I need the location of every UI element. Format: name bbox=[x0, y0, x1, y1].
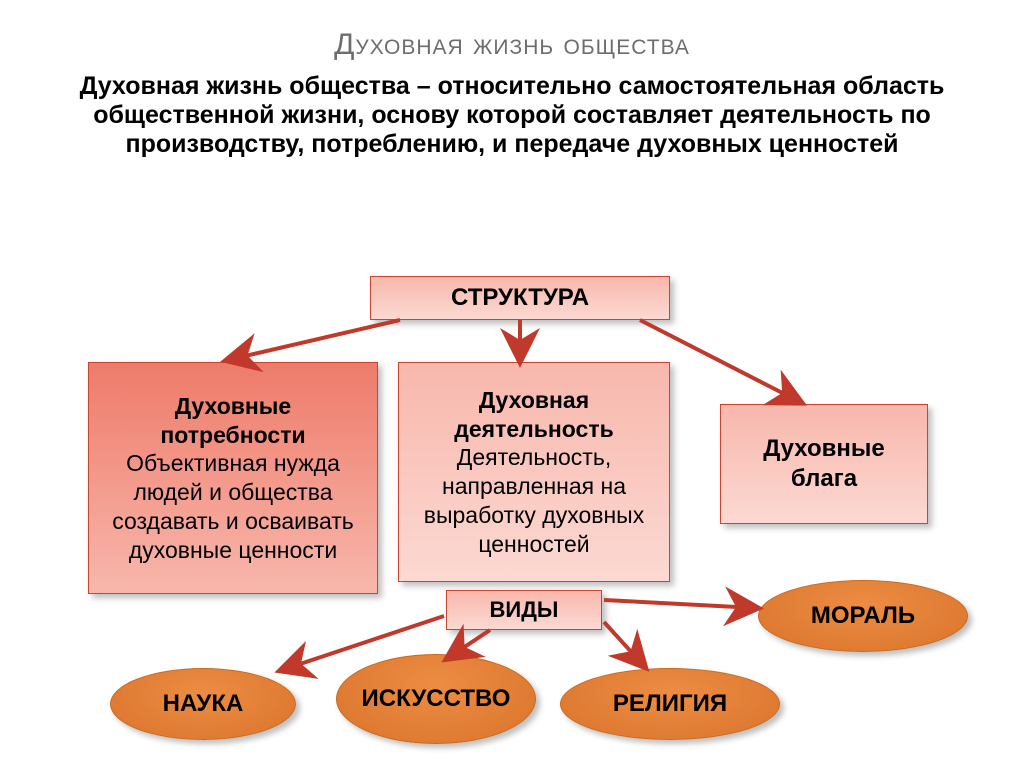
goods-box: Духовные блага bbox=[720, 404, 928, 524]
science-label: НАУКА bbox=[163, 691, 244, 717]
needs-desc: Объективная нужда людей и общества созда… bbox=[99, 449, 367, 564]
art-ellipse: ИСКУССТВО bbox=[336, 654, 536, 744]
art-label: ИСКУССТВО bbox=[362, 686, 511, 712]
title-text: Духовная жизнь общества bbox=[334, 28, 690, 61]
definition-block: Духовная жизнь общества – относительно с… bbox=[0, 62, 1024, 167]
activity-box: Духовная деятельность Деятельность, напр… bbox=[398, 362, 670, 582]
religion-ellipse: РЕЛИГИЯ bbox=[560, 668, 780, 740]
definition-text: Духовная жизнь общества – относительно с… bbox=[80, 72, 945, 158]
moral-ellipse: МОРАЛЬ bbox=[758, 580, 968, 652]
needs-box: Духовные потребности Объективная нужда л… bbox=[88, 362, 378, 594]
science-ellipse: НАУКА bbox=[110, 668, 296, 740]
religion-label: РЕЛИГИЯ bbox=[613, 691, 727, 717]
page-title: Духовная жизнь общества bbox=[0, 0, 1024, 62]
types-box: ВИДЫ bbox=[446, 590, 602, 630]
types-label: ВИДЫ bbox=[490, 596, 559, 624]
activity-desc: Деятельность, направленная на выработку … bbox=[409, 443, 659, 558]
structure-label: СТРУКТУРА bbox=[451, 283, 589, 313]
goods-label: Духовные блага bbox=[721, 428, 927, 500]
structure-box: СТРУКТУРА bbox=[370, 276, 670, 320]
activity-label: Духовная деятельность bbox=[409, 386, 659, 444]
needs-label: Духовные потребности bbox=[99, 392, 367, 450]
moral-label: МОРАЛЬ bbox=[811, 603, 915, 629]
